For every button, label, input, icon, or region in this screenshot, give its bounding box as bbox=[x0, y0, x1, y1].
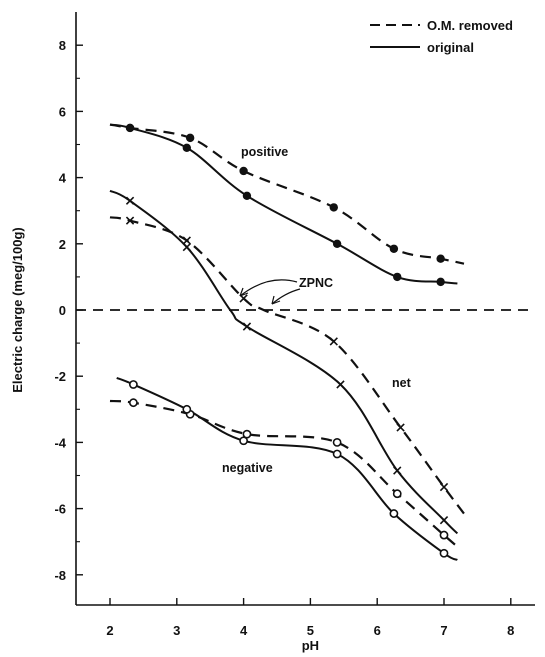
x-tick-label: 5 bbox=[307, 623, 314, 638]
data-point-negative-original bbox=[332, 449, 342, 459]
data-point-negative-original bbox=[439, 548, 449, 558]
data-point-net-om-removed bbox=[125, 216, 135, 225]
y-tick-label: 8 bbox=[59, 38, 66, 53]
data-point-negative-original bbox=[389, 509, 399, 518]
data-point-negative-original bbox=[128, 380, 138, 389]
y-tick-label: 4 bbox=[59, 171, 67, 186]
data-point-positive-om-removed bbox=[185, 133, 195, 143]
x-tick-label: 6 bbox=[374, 623, 381, 638]
data-point-negative-om-removed bbox=[242, 429, 252, 439]
y-axis-label: Electric charge (meg/100g) bbox=[10, 227, 25, 392]
y-tick-label: -2 bbox=[54, 369, 66, 384]
markers-layer bbox=[125, 123, 449, 558]
data-point-net-om-removed bbox=[439, 482, 449, 492]
series-line-negative-om-removed bbox=[109, 399, 459, 548]
data-point-net-om-removed bbox=[396, 423, 405, 432]
data-point-negative-original bbox=[182, 404, 192, 414]
y-tick-label: -6 bbox=[54, 502, 66, 517]
annotation-net: net bbox=[392, 376, 412, 390]
data-point-net-original bbox=[125, 196, 135, 205]
axes: 8 6 4 2 0 -2 -4 -6 -8 2 3 4 5 6 7 8 pH Electric charge (m… bbox=[10, 12, 535, 653]
y-tick-label: 6 bbox=[59, 104, 66, 119]
y-tick-label: -8 bbox=[54, 568, 66, 583]
annotation-zpnc: ZPNC bbox=[299, 276, 333, 290]
data-point-positive-original bbox=[242, 191, 252, 201]
data-point-negative-om-removed bbox=[128, 398, 138, 408]
zpnc-arrow-1 bbox=[239, 279, 298, 297]
data-point-positive-om-removed bbox=[239, 166, 248, 176]
x-tick-label: 7 bbox=[440, 623, 447, 638]
zpnc-arrow-2 bbox=[271, 288, 301, 305]
legend: O.M. removed original bbox=[370, 18, 513, 55]
series-line-positive-original bbox=[109, 123, 458, 285]
x-tick-label: 4 bbox=[240, 623, 248, 638]
series-layer bbox=[109, 123, 465, 561]
series-line-net-om-removed bbox=[109, 216, 465, 515]
series-line-net-original bbox=[109, 189, 459, 535]
data-point-negative-om-removed bbox=[392, 489, 402, 499]
x-axis-label: pH bbox=[302, 638, 319, 653]
legend-label-om-removed: O.M. removed bbox=[427, 18, 513, 33]
data-point-positive-om-removed bbox=[389, 244, 399, 253]
data-point-positive-original bbox=[393, 272, 402, 282]
data-point-positive-original bbox=[332, 239, 342, 248]
data-point-positive-original bbox=[182, 143, 192, 153]
data-point-negative-om-removed bbox=[439, 530, 449, 540]
data-point-net-om-removed bbox=[182, 236, 191, 245]
data-point-negative-om-removed bbox=[332, 437, 342, 447]
annotation-negative: negative bbox=[222, 461, 273, 475]
series-line-negative-original bbox=[116, 376, 458, 561]
x-tick-label: 3 bbox=[173, 623, 180, 638]
data-point-net-om-removed bbox=[329, 337, 338, 346]
legend-label-original: original bbox=[427, 40, 474, 55]
y-tick-label: 2 bbox=[59, 237, 66, 252]
series-line-positive-om-removed bbox=[109, 123, 465, 265]
x-tick-label: 2 bbox=[106, 623, 113, 638]
data-point-net-original bbox=[393, 466, 402, 475]
y-tick-label: -4 bbox=[54, 435, 66, 450]
data-point-net-original bbox=[439, 516, 449, 525]
data-point-positive-original bbox=[125, 123, 135, 133]
data-point-negative-original bbox=[239, 436, 248, 446]
data-point-positive-om-removed bbox=[329, 203, 338, 212]
data-point-net-original bbox=[336, 380, 345, 389]
data-point-positive-original bbox=[436, 277, 445, 287]
annotation-positive: positive bbox=[241, 145, 288, 159]
data-point-positive-om-removed bbox=[436, 254, 445, 263]
data-point-net-original bbox=[182, 242, 191, 252]
y-tick-label: 0 bbox=[59, 303, 66, 318]
data-point-net-original bbox=[242, 322, 252, 331]
x-tick-label: 8 bbox=[507, 623, 514, 638]
